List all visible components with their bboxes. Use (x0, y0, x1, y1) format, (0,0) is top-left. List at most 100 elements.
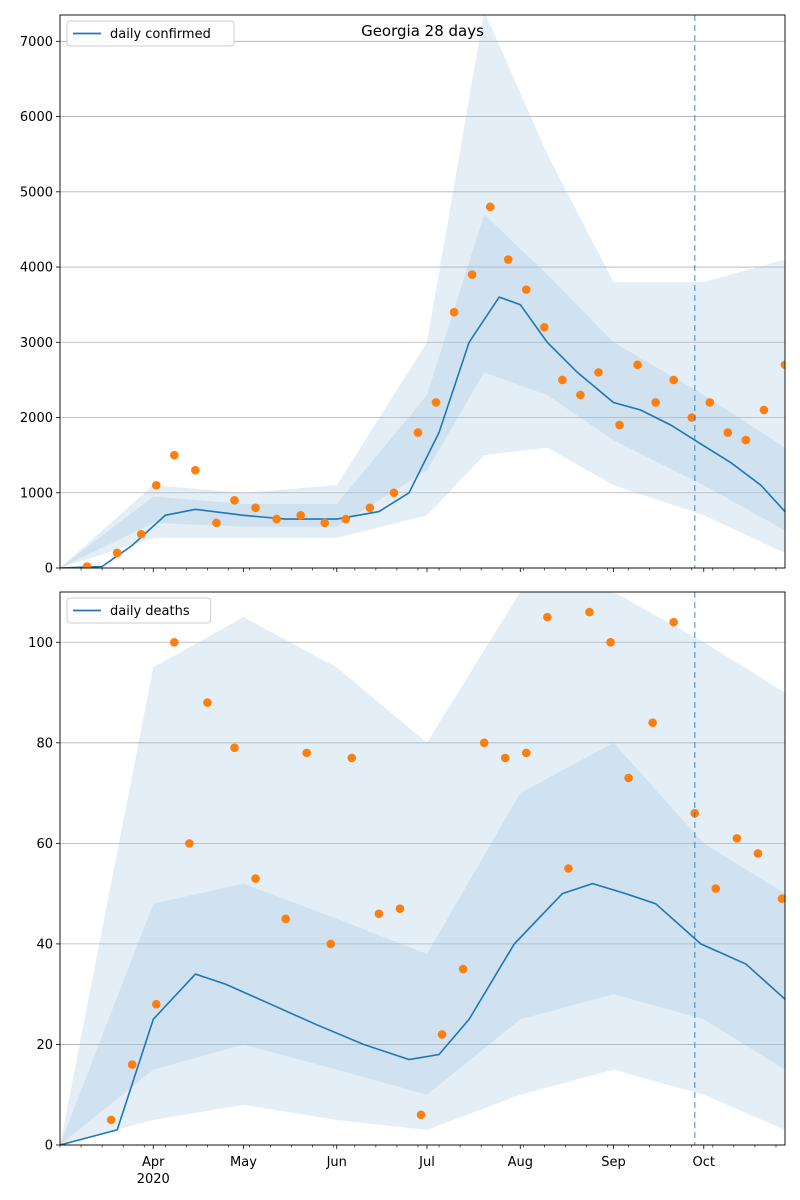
y-tick-label: 1000 (20, 486, 53, 501)
y-tick-label: 100 (28, 636, 53, 651)
data-point (170, 637, 179, 647)
x-tick-label: May (230, 1155, 257, 1170)
uncertainty-band (60, 214, 785, 568)
data-point (543, 612, 552, 622)
y-tick-label: 5000 (20, 185, 53, 200)
data-point (136, 529, 146, 539)
x-tick-label: Aug (508, 1155, 533, 1170)
data-point (395, 904, 405, 914)
data-point (576, 390, 585, 400)
data-point (732, 834, 742, 843)
data-point (564, 864, 573, 873)
data-point (106, 1115, 116, 1125)
data-point (687, 413, 697, 422)
x-tick-label: Sep (601, 1155, 626, 1170)
data-point (711, 884, 721, 893)
data-point (503, 255, 513, 264)
data-point (485, 202, 495, 212)
data-point (413, 428, 423, 437)
legend-label: daily confirmed (110, 27, 211, 42)
axes-frame (59, 591, 786, 1146)
series-line (60, 882, 785, 1145)
y-tick-label: 3000 (20, 336, 53, 351)
data-point (467, 270, 477, 279)
data-point (449, 307, 459, 317)
x-tick-label: Oct (693, 1155, 715, 1170)
data-point (521, 285, 531, 294)
y-tick-label: 4000 (20, 261, 53, 276)
data-point (389, 488, 399, 498)
confirmed-chart: 0 1000 2000 3000 4000 5000 6000 7000 Georgia 28 … (20, 14, 786, 577)
data-point (416, 1110, 426, 1120)
data-point (651, 398, 660, 407)
x-tick-label: Apr (142, 1155, 165, 1170)
data-point (777, 894, 785, 903)
data-point (151, 999, 161, 1009)
data-point (648, 718, 657, 728)
plot-area (60, 15, 785, 568)
data-point (606, 637, 615, 647)
data-point (82, 562, 92, 568)
data-point (212, 518, 221, 528)
data-point (780, 360, 785, 370)
data-point (374, 909, 384, 919)
y-tick-label: 0 (45, 562, 53, 577)
plot-area (60, 592, 785, 1145)
y-tick-label: 2000 (20, 411, 53, 426)
data-point (669, 617, 678, 627)
data-point (594, 368, 603, 377)
data-point (251, 874, 260, 883)
data-point (479, 738, 489, 748)
series-line (60, 296, 785, 568)
data-point (203, 698, 212, 707)
data-point (127, 1060, 137, 1069)
data-point (521, 748, 531, 758)
data-point (230, 495, 239, 505)
deaths-chart: 0 20 40 60 80 100 Apr May Jun Jul Aug Sep Oct 2020 dai… (28, 591, 786, 1187)
x-tick-label: Jul (418, 1155, 435, 1170)
data-point (341, 514, 351, 524)
uncertainty-band (60, 15, 785, 568)
data-point (759, 405, 769, 415)
y-tick-label: 60 (36, 837, 53, 852)
data-point (296, 511, 305, 520)
data-point (347, 753, 357, 763)
y-tick-label: 6000 (20, 110, 53, 125)
data-point (669, 375, 678, 385)
data-point (251, 503, 260, 513)
axes-frame (59, 14, 786, 569)
data-point (633, 360, 642, 370)
uncertainty-band (60, 592, 785, 1145)
data-point (458, 964, 468, 974)
data-point (624, 773, 633, 783)
data-point (302, 748, 311, 758)
data-point (723, 428, 733, 437)
data-point (558, 375, 567, 385)
x-year-label: 2020 (137, 1172, 170, 1187)
data-point (753, 849, 763, 858)
data-point (281, 914, 290, 924)
data-point (615, 420, 624, 430)
legend-box (66, 20, 235, 47)
y-tick-label: 20 (36, 1038, 53, 1053)
data-point (151, 480, 161, 490)
data-point (431, 398, 441, 407)
y-tick-label: 80 (36, 736, 53, 751)
data-point (320, 518, 330, 528)
data-point (272, 514, 281, 524)
data-point (170, 450, 179, 460)
data-point (326, 939, 336, 949)
data-point (185, 839, 194, 848)
data-point (741, 435, 751, 445)
data-point (585, 607, 594, 617)
y-tick-label: 7000 (20, 35, 53, 50)
data-point (230, 743, 239, 753)
y-tick-label: 0 (45, 1139, 53, 1154)
y-tick-label: 40 (36, 937, 53, 952)
data-point (191, 465, 200, 475)
uncertainty-band (60, 742, 785, 1145)
legend-label: daily deaths (110, 604, 190, 619)
legend-box (66, 597, 212, 624)
legend: daily deaths (66, 597, 212, 624)
